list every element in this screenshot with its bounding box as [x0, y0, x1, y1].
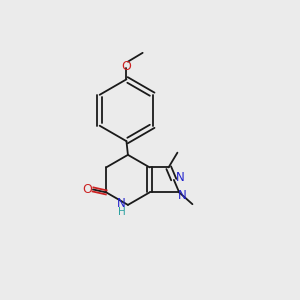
Text: H: H [118, 207, 125, 217]
Text: O: O [82, 183, 92, 196]
Text: N: N [117, 197, 126, 210]
Text: N: N [176, 171, 185, 184]
Text: N: N [178, 189, 187, 202]
Text: O: O [122, 60, 131, 73]
